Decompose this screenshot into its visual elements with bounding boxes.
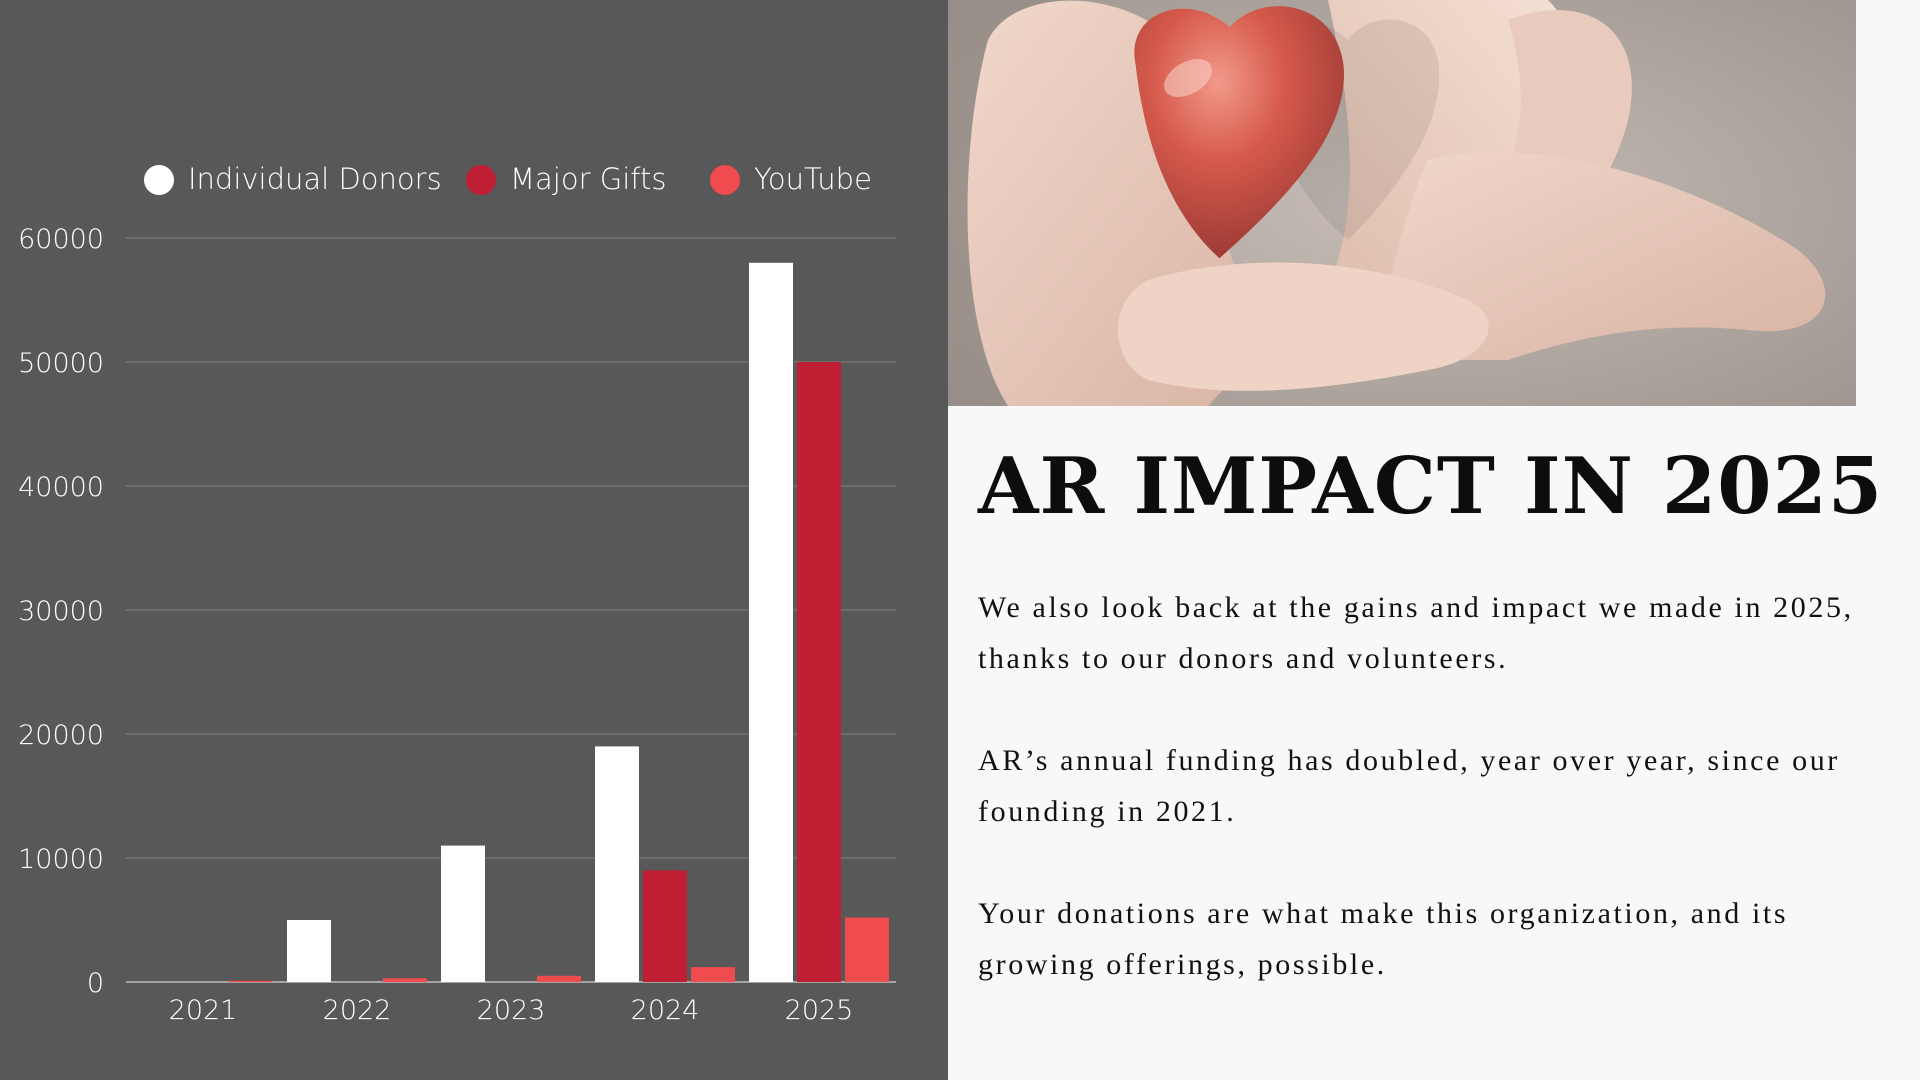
paragraph-funding: AR’s annual funding has doubled, year ov…	[978, 743, 1840, 828]
bar-youtube-2021	[229, 980, 273, 982]
x-tick-label: 2024	[631, 995, 700, 1026]
y-tick-label: 20000	[18, 720, 104, 751]
legend-label: Individual Donors	[188, 162, 442, 196]
bar-chart: 0 10000 20000 30000 40000 50000 60000 2021 2022 2…	[18, 162, 896, 1026]
x-tick-label: 2023	[477, 995, 546, 1026]
bar-youtube-2023	[537, 975, 581, 982]
slide-title: AR IMPACT IN 2025	[978, 441, 1884, 532]
bar-major-gifts-2025	[797, 362, 841, 982]
legend-label: YouTube	[754, 162, 872, 196]
x-tick-label: 2022	[323, 995, 392, 1026]
legend-marker-youtube	[710, 165, 740, 195]
bar-individual-donors-2023	[441, 845, 485, 982]
text-area: AR IMPACT IN 2025 We also look back at t…	[978, 440, 1884, 990]
bar-youtube-2022	[383, 978, 427, 982]
x-tick-label: 2021	[169, 995, 238, 1026]
hands-holding-heart-photo	[948, 0, 1856, 406]
y-tick-label: 60000	[18, 224, 104, 255]
paragraph-gains: We also look back at the gains and impac…	[978, 590, 1854, 675]
bar-individual-donors-2024	[595, 746, 639, 982]
bar-youtube-2025	[845, 917, 889, 982]
legend-marker-individual-donors	[144, 165, 174, 195]
x-tick-label: 2025	[785, 995, 854, 1026]
paragraph-donations: Your donations are what make this organi…	[978, 896, 1789, 981]
bar-major-gifts-2024	[643, 870, 687, 982]
bar-individual-donors-2022	[287, 920, 331, 982]
y-tick-label: 40000	[18, 472, 104, 503]
legend-marker-major-gifts	[466, 165, 496, 195]
y-tick-label: 50000	[18, 348, 104, 379]
y-tick-label: 10000	[18, 844, 104, 875]
bar-individual-donors-2025	[749, 262, 793, 982]
bar-youtube-2024	[691, 967, 735, 982]
legend-label: Major Gifts	[510, 162, 666, 196]
chart-panel: 0 10000 20000 30000 40000 50000 60000 2021 2022 2…	[0, 0, 948, 1080]
y-tick-label: 0	[87, 968, 104, 999]
y-tick-label: 30000	[18, 596, 104, 627]
